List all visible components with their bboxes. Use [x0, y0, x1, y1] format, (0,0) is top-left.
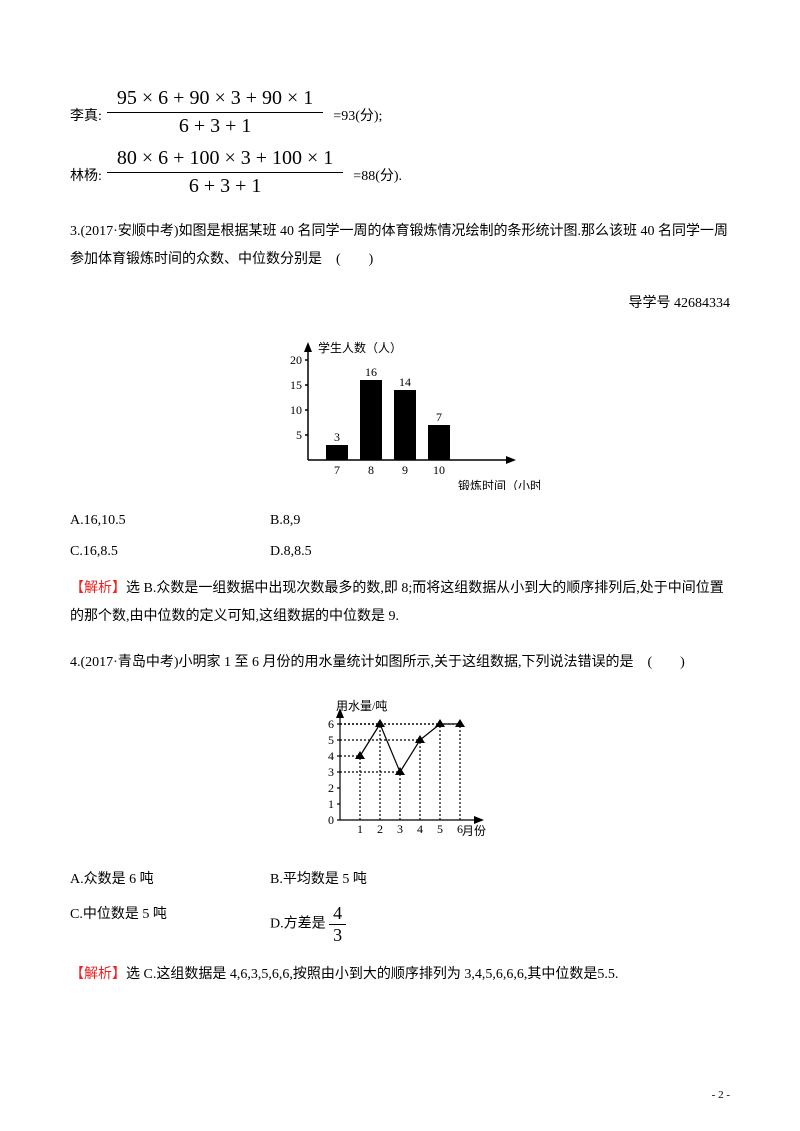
- svg-text:2: 2: [328, 781, 334, 795]
- svg-text:用水量/吨: 用水量/吨: [336, 699, 387, 713]
- svg-text:8: 8: [368, 463, 374, 477]
- svg-text:4: 4: [328, 749, 334, 763]
- q4-opt-a: A.众数是 6 吨: [70, 868, 270, 888]
- svg-text:6: 6: [457, 822, 463, 836]
- svg-text:14: 14: [399, 375, 411, 389]
- equation-1: 李真: 95 × 6 + 90 × 3 + 90 × 1 6 + 3 + 1 =…: [70, 85, 730, 140]
- svg-text:3: 3: [334, 430, 340, 444]
- q3-bar-chart: 5 10 15 20 学生人数（人） 锻炼时间（小时） 3 7 16 8 14 9 7 10: [70, 330, 730, 495]
- svg-text:16: 16: [365, 365, 377, 379]
- svg-text:0: 0: [328, 813, 334, 827]
- svg-text:月份: 月份: [462, 824, 486, 838]
- q4-options-row1: A.众数是 6 吨 B.平均数是 5 吨: [70, 868, 730, 888]
- eq2-result: =88(分).: [353, 165, 402, 200]
- q4-expl-label: 【解析】: [70, 967, 126, 982]
- svg-text:5: 5: [437, 822, 443, 836]
- svg-text:15: 15: [290, 378, 302, 392]
- svg-text:9: 9: [402, 463, 408, 477]
- q3-opt-d: D.8,8.5: [270, 544, 470, 560]
- svg-text:20: 20: [290, 353, 302, 367]
- equation-2: 林杨: 80 × 6 + 100 × 3 + 100 × 1 6 + 3 + 1…: [70, 145, 730, 200]
- q3-opt-a: A.16,10.5: [70, 513, 270, 529]
- eq2-fraction: 80 × 6 + 100 × 3 + 100 × 1 6 + 3 + 1: [107, 145, 343, 200]
- eq1-label: 李真:: [70, 105, 102, 140]
- eq1-result: =93(分);: [333, 105, 382, 140]
- svg-text:5: 5: [296, 428, 302, 442]
- svg-text:6: 6: [328, 717, 334, 731]
- q3-options-row1: A.16,10.5 B.8,9: [70, 513, 730, 529]
- q4-opt-b: B.平均数是 5 吨: [270, 868, 470, 888]
- svg-text:1: 1: [357, 822, 363, 836]
- page-footer: - 2 -: [712, 1089, 730, 1101]
- svg-text:1: 1: [328, 797, 334, 811]
- svg-text:3: 3: [397, 822, 403, 836]
- q3-options-row2: C.16,8.5 D.8,8.5: [70, 544, 730, 560]
- svg-text:7: 7: [436, 410, 442, 424]
- q4-opt-d-fraction: 43: [329, 903, 346, 946]
- q4-expl-text: 选 C.这组数据是 4,6,3,5,6,6,按照由小到大的顺序排列为 3,4,5…: [126, 967, 618, 982]
- q3-reference: 导学号 42684334: [70, 292, 730, 312]
- q3-expl-text: 选 B.众数是一组数据中出现次数最多的数,即 8;而将这组数据从小到大的顺序排列…: [70, 581, 724, 624]
- svg-text:7: 7: [334, 463, 340, 477]
- q3-expl-label: 【解析】: [70, 581, 126, 596]
- q4-opt-c: C.中位数是 5 吨: [70, 903, 270, 946]
- svg-text:5: 5: [328, 733, 334, 747]
- q4-options-row2: C.中位数是 5 吨 D.方差是 43: [70, 903, 730, 946]
- question-4: 4.(2017·青岛中考)小明家 1 至 6 月份的用水量统计如图所示,关于这组…: [70, 649, 730, 677]
- svg-text:10: 10: [433, 463, 445, 477]
- q4-explanation: 【解析】选 C.这组数据是 4,6,3,5,6,6,按照由小到大的顺序排列为 3…: [70, 961, 730, 989]
- q3-opt-b: B.8,9: [270, 513, 470, 529]
- q3-opt-c: C.16,8.5: [70, 544, 270, 560]
- eq2-label: 林杨:: [70, 165, 102, 200]
- svg-text:学生人数（人）: 学生人数（人）: [318, 340, 402, 355]
- q4-line-chart: 0123456用水量/吨月份123456: [70, 695, 730, 850]
- svg-text:2: 2: [377, 822, 383, 836]
- svg-text:10: 10: [290, 403, 302, 417]
- q4-opt-d: D.方差是 43: [270, 903, 470, 946]
- q3-explanation: 【解析】选 B.众数是一组数据中出现次数最多的数,即 8;而将这组数据从小到大的…: [70, 575, 730, 631]
- svg-text:锻炼时间（小时）: 锻炼时间（小时）: [458, 478, 540, 490]
- question-3: 3.(2017·安顺中考)如图是根据某班 40 名同学一周的体育锻炼情况绘制的条…: [70, 218, 730, 274]
- svg-text:3: 3: [328, 765, 334, 779]
- svg-text:4: 4: [417, 822, 423, 836]
- eq1-fraction: 95 × 6 + 90 × 3 + 90 × 1 6 + 3 + 1: [107, 85, 323, 140]
